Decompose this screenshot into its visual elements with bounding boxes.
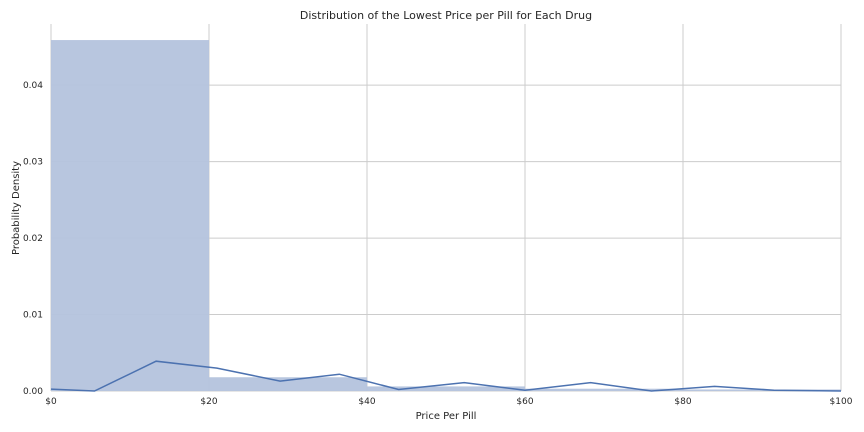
x-axis-ticks: $0 $20 $40 $60 $80 $100	[45, 397, 852, 407]
y-tick-label: 0.03	[23, 158, 43, 168]
histogram-bar	[209, 377, 367, 391]
histogram-bars	[51, 40, 841, 392]
x-tick-label: $80	[674, 397, 691, 407]
histogram-bar	[525, 388, 683, 391]
y-axis-label: Probability Density	[11, 161, 22, 255]
y-tick-label: 0.04	[23, 81, 43, 91]
y-tick-label: 0.02	[23, 234, 43, 244]
histogram-bar	[51, 40, 209, 392]
x-tick-label: $0	[45, 397, 57, 407]
density-curve	[50, 360, 842, 392]
histogram-bar	[683, 389, 841, 391]
y-tick-label: 0.01	[23, 311, 43, 321]
density-line	[50, 360, 842, 392]
y-tick-label: 0.00	[23, 387, 43, 397]
x-tick-label: $20	[200, 397, 217, 407]
x-tick-label: $60	[516, 397, 533, 407]
x-tick-label: $40	[358, 397, 375, 407]
y-axis-ticks: 0.00 0.01 0.02 0.03 0.04	[23, 81, 43, 397]
x-tick-label: $100	[830, 397, 853, 407]
histogram-bar	[367, 386, 525, 391]
x-axis-label: Price Per Pill	[416, 411, 477, 422]
chart-title: Distribution of the Lowest Price per Pil…	[300, 9, 592, 22]
